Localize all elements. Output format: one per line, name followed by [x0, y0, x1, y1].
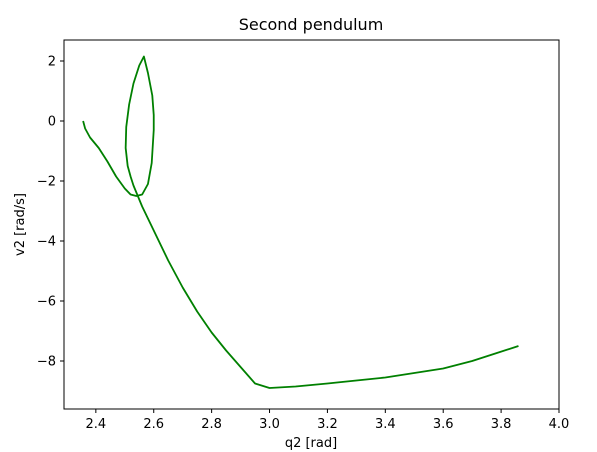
- x-tick-label: 3.0: [259, 417, 280, 432]
- y-tick-label: 0: [48, 115, 56, 130]
- y-tick-label: −6: [37, 295, 56, 310]
- x-tick-label: 2.4: [85, 417, 106, 432]
- x-tick-label: 3.2: [317, 417, 338, 432]
- y-tick-label: −4: [37, 235, 56, 250]
- y-tick-label: −2: [37, 175, 56, 190]
- y-axis-label: v2 [rad/s]: [13, 193, 28, 256]
- x-tick-label: 2.8: [201, 417, 222, 432]
- x-tick-label: 3.8: [491, 417, 512, 432]
- x-tick-label: 2.6: [143, 417, 164, 432]
- chart-title: Second pendulum: [239, 15, 384, 34]
- x-tick-label: 3.4: [375, 417, 396, 432]
- x-tick-label: 4.0: [549, 417, 570, 432]
- y-tick-label: −8: [37, 355, 56, 370]
- x-tick-label: 3.6: [433, 417, 454, 432]
- x-axis-label: q2 [rad]: [285, 436, 337, 451]
- y-tick-label: 2: [48, 55, 56, 70]
